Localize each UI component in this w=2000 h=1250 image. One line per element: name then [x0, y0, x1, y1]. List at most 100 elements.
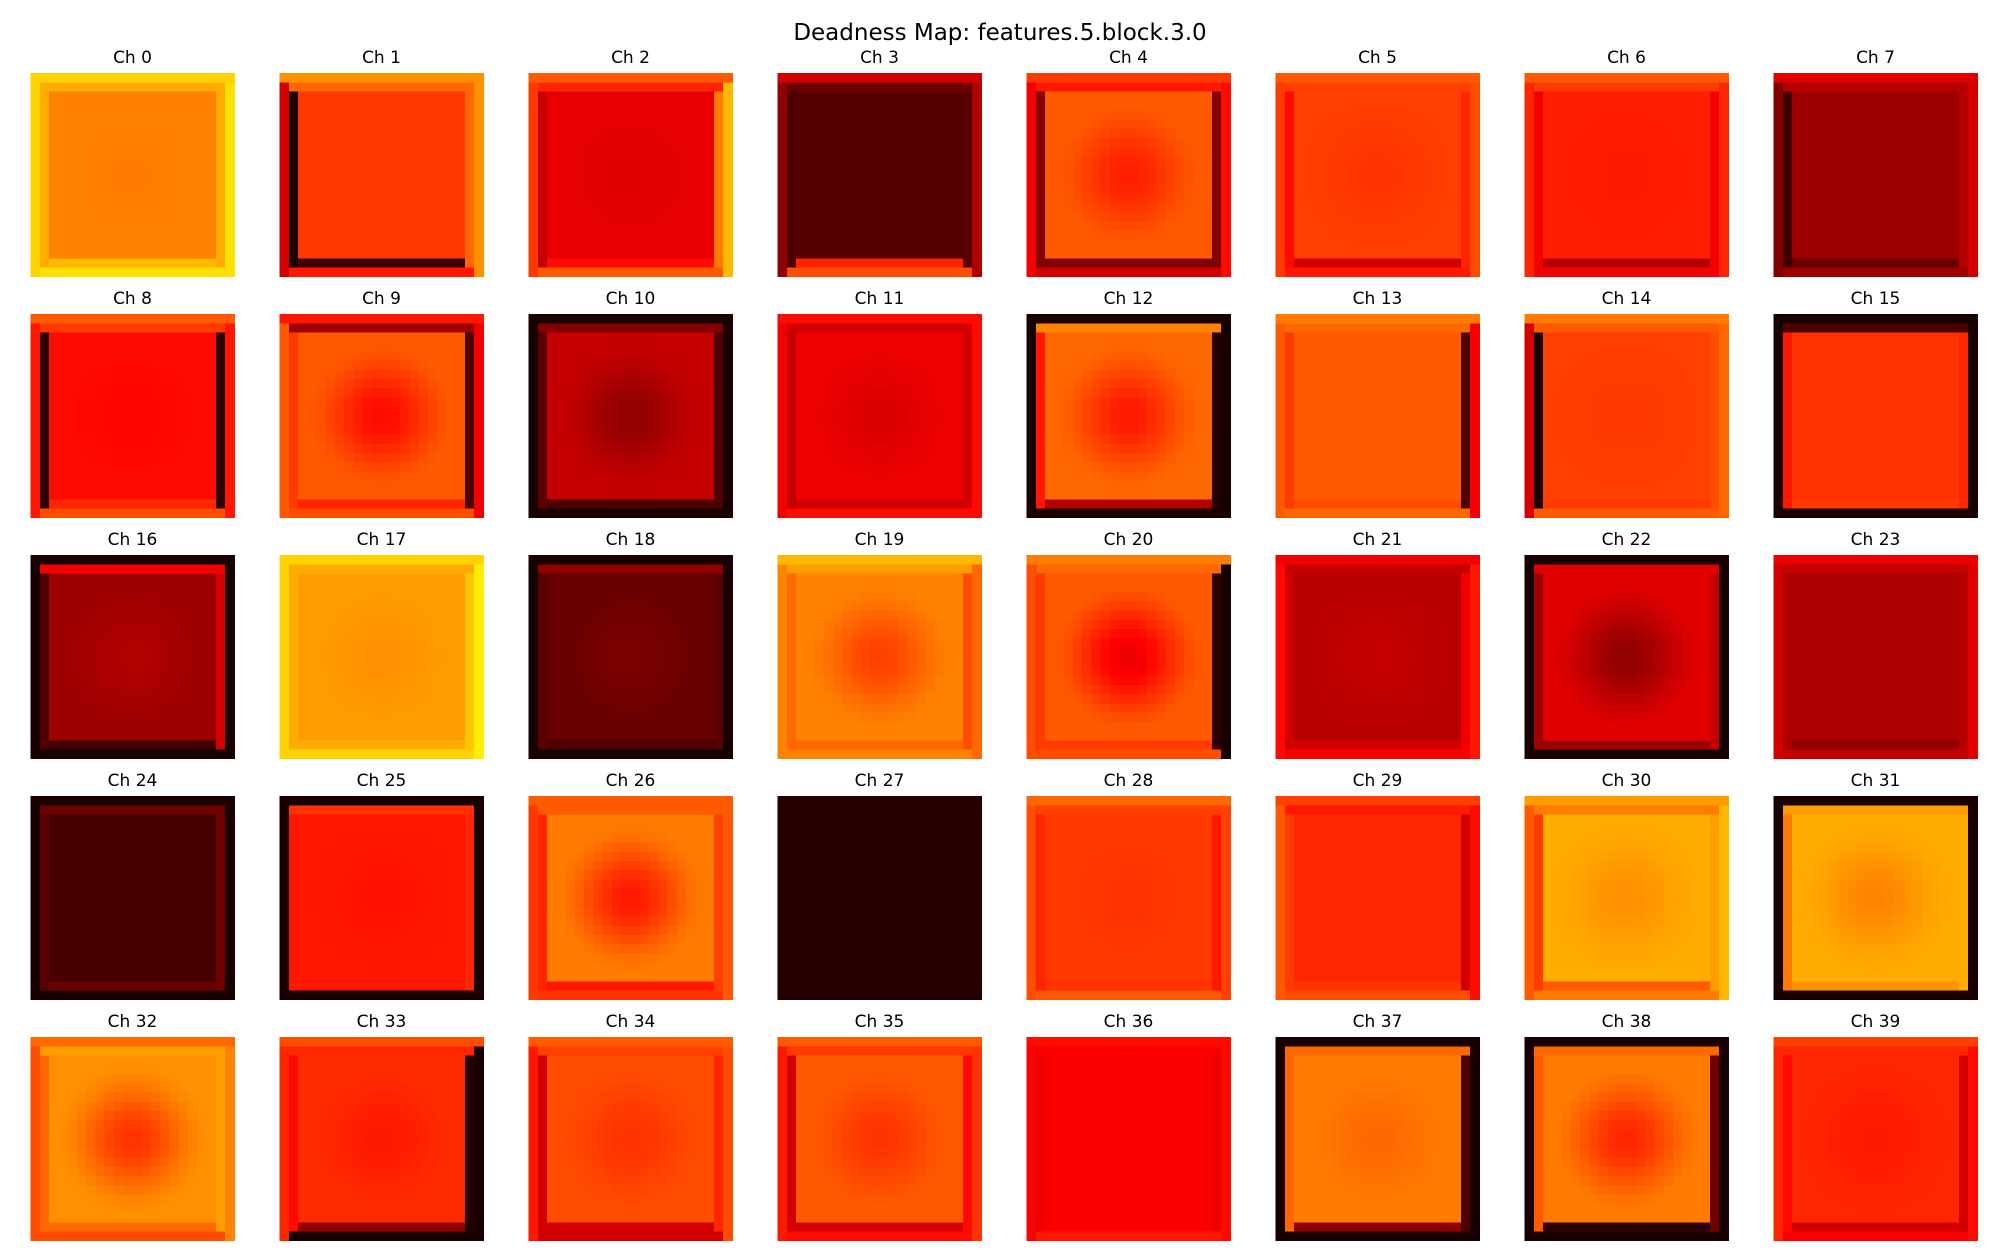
heatmap-cell: [1100, 230, 1111, 241]
heatmap-cell: [215, 156, 226, 167]
heatmap-cell: [58, 351, 69, 361]
heatmap-cell: [104, 100, 115, 111]
heatmap-cell: [870, 239, 880, 250]
heatmap-cell: [1931, 165, 1941, 176]
heatmap-cell: [1442, 128, 1453, 139]
heatmap-cell: [823, 239, 834, 250]
heatmap-cell: [141, 480, 152, 491]
heatmap-cell: [160, 480, 171, 491]
heatmap-cell: [58, 490, 69, 500]
heatmap-cell: [104, 110, 115, 120]
heatmap-cell: [814, 230, 825, 241]
heatmap-cell: [344, 147, 355, 157]
heatmap-cell: [1931, 239, 1941, 250]
heatmap-cell: [188, 416, 198, 426]
heatmap-cell: [409, 332, 420, 343]
heatmap-cell: [123, 397, 133, 408]
heatmap-cell: [1709, 202, 1720, 213]
heatmap-cell: [602, 110, 613, 120]
heatmap-cell: [225, 508, 235, 518]
heatmap-cell: [870, 91, 880, 102]
heatmap-cell: [104, 462, 115, 473]
heatmap-cell: [1414, 73, 1425, 83]
heatmap-cell: [1312, 175, 1323, 185]
heatmap-cell: [621, 193, 631, 204]
heatmap-cell: [1903, 73, 1914, 83]
heatmap-cell: [390, 406, 401, 417]
heatmap-cell: [279, 202, 290, 213]
heatmap-cell: [86, 221, 96, 232]
heatmap-cell: [667, 239, 678, 250]
heatmap-cell: [1460, 184, 1471, 195]
heatmap-cell: [1423, 221, 1434, 232]
heatmap-cell: [353, 397, 364, 408]
heatmap-cell: [335, 239, 345, 250]
heatmap-cell: [437, 249, 447, 259]
heatmap-cell: [344, 175, 355, 185]
heatmap-cell: [898, 202, 908, 213]
heatmap-cell: [1552, 249, 1563, 259]
heatmap-cell: [1635, 193, 1646, 204]
heatmap-cell: [132, 323, 143, 334]
heatmap-cell: [464, 239, 475, 250]
heatmap-cell: [160, 212, 171, 222]
heatmap-cell: [39, 119, 50, 130]
heatmap-cell: [805, 128, 816, 139]
heatmap-cell: [1165, 212, 1176, 222]
heatmap-cell: [1866, 156, 1876, 167]
heatmap-cell: [1340, 230, 1351, 241]
heatmap-cell: [676, 341, 687, 352]
heatmap-cell: [160, 378, 171, 389]
heatmap-cell: [104, 249, 115, 259]
heatmap-cell: [1433, 147, 1443, 157]
heatmap-cell: [1026, 193, 1037, 204]
heatmap-cell: [30, 332, 41, 343]
heatmap-cell: [316, 221, 327, 232]
heatmap-cell: [584, 323, 594, 334]
heatmap-cell: [1433, 221, 1443, 232]
heatmap-cell: [584, 249, 594, 259]
heatmap-cell: [455, 128, 466, 139]
heatmap-cell: [574, 267, 585, 277]
heatmap-cell: [593, 147, 604, 157]
heatmap-cell: [1294, 82, 1304, 93]
heatmap-cell: [1829, 100, 1839, 111]
heatmap-cell: [455, 137, 466, 148]
heatmap-cell: [1654, 147, 1665, 157]
heatmap-cell: [667, 202, 678, 213]
heatmap-cell: [1312, 119, 1323, 130]
heatmap-cell: [593, 119, 604, 130]
heatmap-cell: [1063, 230, 1074, 241]
heatmap-cell: [1072, 193, 1083, 204]
heatmap-cell: [898, 193, 908, 204]
heatmap-cell: [160, 267, 171, 277]
heatmap-cell: [1940, 82, 1951, 93]
heatmap-cell: [446, 351, 457, 361]
heatmap-cell: [76, 425, 87, 436]
heatmap-cell: [1561, 258, 1572, 269]
heatmap-cell: [400, 193, 410, 204]
heatmap-cell: [1386, 221, 1397, 232]
heatmap-cell: [1654, 165, 1665, 176]
heatmap-cell: [104, 267, 115, 277]
heatmap-cell: [437, 100, 447, 111]
heatmap-cell: [1635, 239, 1646, 250]
heatmap-cell: [1543, 137, 1553, 148]
heatmap-cell: [160, 193, 171, 204]
heatmap-cell: [279, 100, 290, 111]
heatmap-cell: [474, 91, 484, 102]
heatmap-cell: [141, 490, 152, 500]
heatmap-cell: [188, 332, 198, 343]
heatmap-cell: [381, 249, 392, 259]
heatmap-cell: [1949, 156, 1960, 167]
heatmap-cell: [427, 490, 438, 500]
heatmap-cell: [418, 267, 429, 277]
heatmap-cell: [123, 82, 133, 93]
heatmap-cell: [381, 91, 392, 102]
heatmap-cell: [1072, 230, 1083, 241]
heatmap-cell: [1211, 230, 1222, 241]
heatmap-cell: [1847, 184, 1858, 195]
heatmap-cell: [1054, 239, 1065, 250]
heatmap-cell: [206, 425, 217, 436]
heatmap-cell: [1147, 258, 1157, 269]
